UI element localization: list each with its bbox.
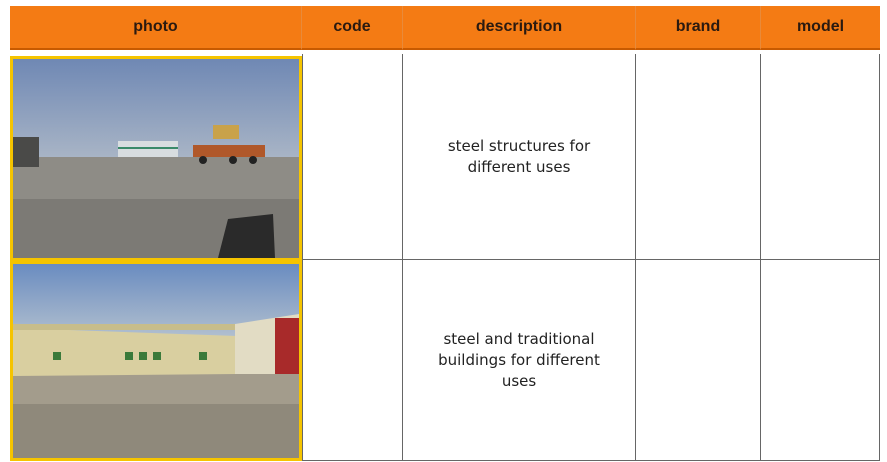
cell bbox=[302, 260, 403, 461]
column-header: brand bbox=[636, 6, 761, 50]
cell bbox=[302, 54, 403, 260]
column-header: description bbox=[403, 6, 636, 50]
cell bbox=[761, 54, 880, 260]
description-cell: steel and traditional buildings for diff… bbox=[403, 260, 636, 461]
column-header: model bbox=[761, 6, 880, 50]
photo-image bbox=[13, 59, 299, 258]
photo bbox=[10, 56, 302, 261]
cell bbox=[636, 54, 761, 260]
description-cell: steel structures for different uses bbox=[403, 54, 636, 260]
photo bbox=[10, 261, 302, 461]
column-header: code bbox=[302, 6, 403, 50]
photo-image bbox=[13, 264, 299, 458]
column-header: photo bbox=[10, 6, 302, 50]
cell bbox=[761, 260, 880, 461]
cell bbox=[636, 260, 761, 461]
